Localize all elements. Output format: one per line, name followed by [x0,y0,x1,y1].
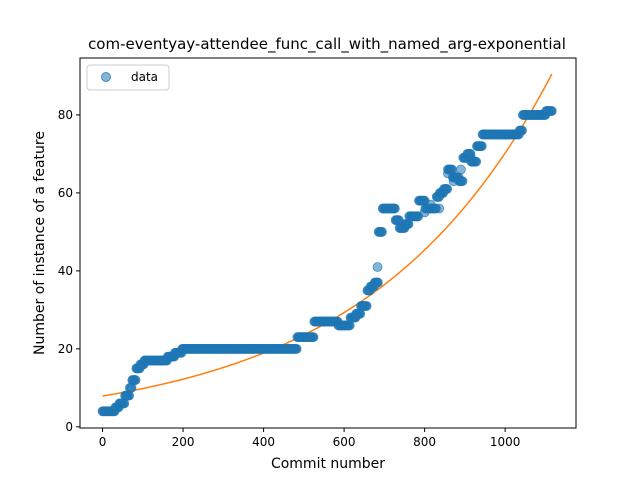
x-tick-label: 0 [99,435,107,449]
data-point [361,301,372,311]
data-point [389,203,400,214]
x-tick-label: 200 [172,435,195,449]
data-point [434,203,445,214]
plot-frame [79,57,577,429]
data-point [442,184,453,194]
y-tick-label: 20 [58,342,73,356]
data-point [466,152,476,163]
data-point [546,106,557,116]
y-tick-label: 60 [58,186,73,200]
data-point [474,141,484,152]
data-point [291,343,302,354]
x-tick-label: 600 [333,435,356,449]
legend-frame [86,64,170,91]
y-tick-label: 80 [58,108,73,122]
data-point [308,332,319,343]
data-point [517,125,527,136]
legend-label: data [131,70,158,84]
x-tick-label: 1000 [490,435,521,449]
y-tick-label: 0 [65,420,73,434]
y-axis: 0 20 40 60 80 [58,108,80,434]
data-point [443,168,453,179]
legend: data [86,64,170,91]
chart-title: com-eventyay-attendee_func_call_with_nam… [88,35,566,54]
data-point [419,207,430,218]
data-point [373,277,383,288]
x-axis-label: Commit number [271,456,385,472]
data-point [425,199,436,210]
data-point [448,176,459,187]
legend-marker [101,72,111,82]
y-tick-label: 40 [58,264,73,278]
points-layer [97,106,557,417]
data-point [372,262,383,272]
plot-area [80,58,576,428]
x-tick-label: 400 [252,435,275,449]
y-axis-label: Number of instance of a feature [32,131,48,355]
data-point [457,176,468,187]
data-point [455,164,466,175]
x-tick-label: 800 [413,435,436,449]
x-axis: 0 200 400 600 800 1000 [99,428,521,449]
data-point [377,226,387,237]
data-point [500,129,511,140]
data-point [130,375,141,385]
